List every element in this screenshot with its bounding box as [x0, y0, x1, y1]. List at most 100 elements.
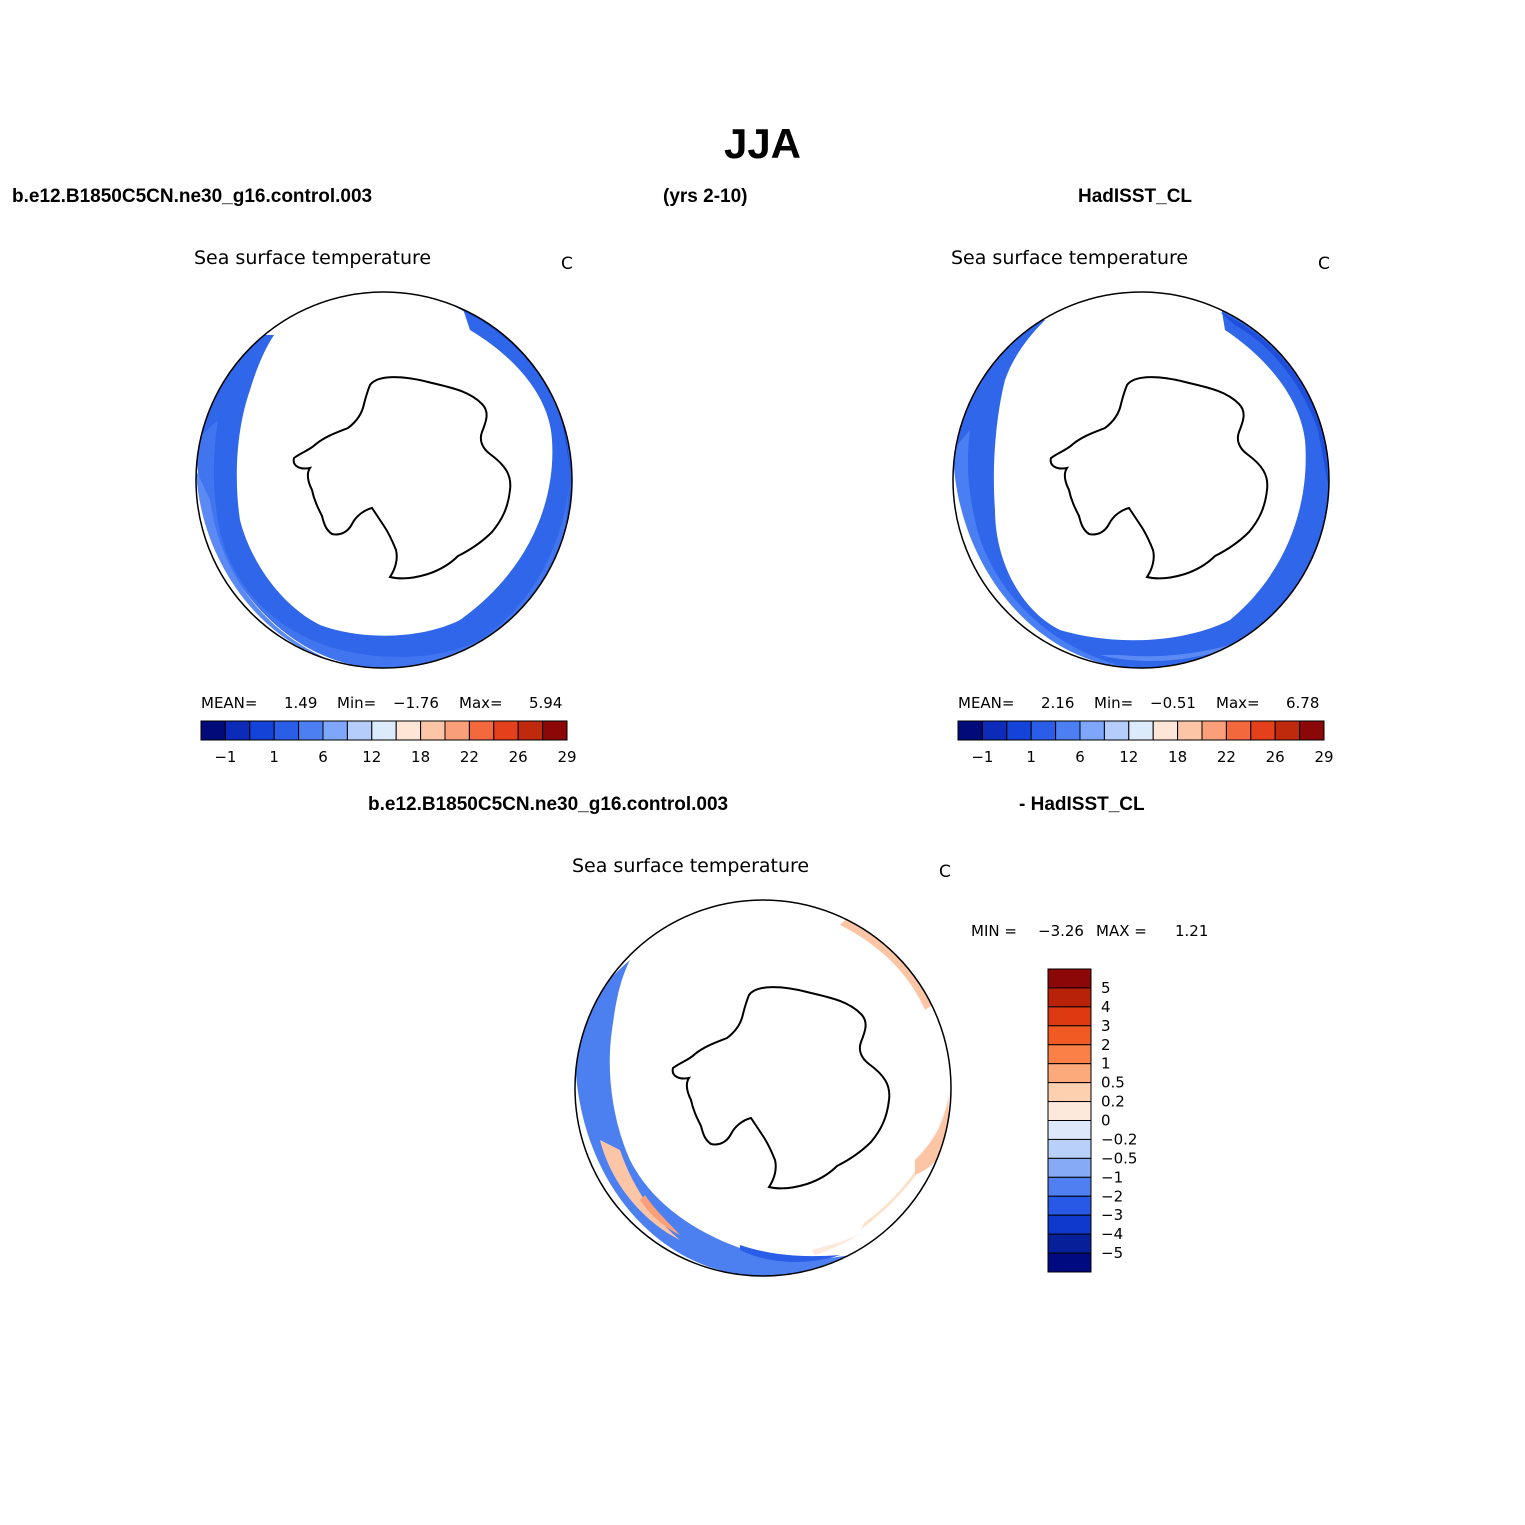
obs-colorbar-box	[1250, 720, 1276, 741]
model-colorbar-box	[249, 720, 275, 741]
model-colorbar-label: −1	[214, 748, 236, 766]
model-min-value: −1.76	[393, 694, 439, 712]
model-colorbar-box	[542, 720, 568, 741]
obs-colorbar-box	[1177, 720, 1203, 741]
obs-min-label: Min=	[1094, 694, 1134, 712]
diff-colorbar-label: 3	[1101, 1017, 1111, 1035]
diff-colorbar-label: 0.5	[1101, 1074, 1125, 1092]
model-colorbar-box	[395, 720, 422, 741]
diff-case-label: b.e12.B1850C5CN.ne30_g16.control.003	[368, 794, 729, 815]
obs-colorbar-box	[1079, 720, 1105, 741]
diff-panel-title: Sea surface temperature	[572, 855, 810, 877]
diff-colorbar-box	[1047, 1233, 1092, 1254]
obs-colorbar-box	[1103, 720, 1130, 741]
diff-colorbar-box	[1047, 987, 1092, 1008]
diff-colorbar-box	[1047, 1025, 1092, 1046]
model-sst-map	[195, 291, 573, 669]
model-colorbar-box	[420, 720, 446, 741]
obs-colorbar-label: 6	[1075, 748, 1085, 766]
obs-colorbar-box	[981, 720, 1008, 741]
model-colorbar-box	[298, 720, 324, 741]
model-colorbar-label: 22	[460, 748, 479, 766]
years-label: (yrs 2-10)	[663, 186, 748, 207]
obs-colorbar-box	[1128, 720, 1154, 741]
diff-colorbar-box	[1047, 1006, 1092, 1027]
obs-mean-value: 2.16	[1041, 694, 1075, 712]
diff-colorbar-box	[1047, 1252, 1092, 1273]
diff-colorbar-box	[1047, 1138, 1092, 1159]
obs-colorbar-box	[1055, 720, 1081, 741]
obs-colorbar-label: 1	[1026, 748, 1036, 766]
model-panel-units: C	[561, 254, 573, 274]
diff-max-value: 1.21	[1175, 922, 1209, 940]
obs-colorbar-label: 29	[1314, 748, 1333, 766]
diff-colorbar-label: −2	[1101, 1187, 1123, 1205]
model-colorbar-label: 18	[411, 748, 430, 766]
diff-colorbar-label: −3	[1101, 1206, 1123, 1224]
diff-colorbar-box	[1047, 1120, 1092, 1140]
diff-colorbar-label: 0	[1101, 1112, 1111, 1130]
model-mean-value: 1.49	[284, 694, 318, 712]
obs-colorbar-label: 18	[1168, 748, 1187, 766]
diff-obs-label: - HadISST_CL	[1019, 794, 1145, 815]
obs-panel-units: C	[1318, 254, 1330, 274]
diff-colorbar-label: 2	[1101, 1036, 1111, 1054]
obs-label: HadISST_CL	[1078, 186, 1193, 207]
model-colorbar-box	[493, 720, 519, 741]
obs-sst-map	[952, 291, 1330, 669]
model-mean-label: MEAN=	[201, 694, 258, 712]
diff-colorbar-label: −1	[1101, 1168, 1123, 1186]
diff-colorbar-label: −0.5	[1101, 1149, 1137, 1167]
diff-colorbar-box	[1047, 1063, 1092, 1084]
obs-colorbar-box	[1006, 720, 1032, 741]
obs-colorbar-label: 22	[1217, 748, 1236, 766]
diff-colorbar-label: −5	[1101, 1244, 1123, 1262]
diff-min-value: −3.26	[1038, 922, 1084, 940]
diff-colorbar-label: 5	[1101, 979, 1111, 997]
obs-colorbar-box	[1274, 720, 1301, 741]
model-colorbar-box	[468, 720, 495, 741]
diff-sst-map	[574, 899, 952, 1277]
diff-colorbar-label: 1	[1101, 1055, 1111, 1073]
diff-colorbar-label: 0.2	[1101, 1093, 1125, 1111]
model-colorbar-box	[346, 720, 373, 741]
diff-colorbar-label: −4	[1101, 1225, 1123, 1243]
figure-title: JJA	[723, 120, 802, 167]
obs-colorbar-box	[1152, 720, 1179, 741]
obs-colorbar-label: −1	[971, 748, 993, 766]
obs-max-value: 6.78	[1286, 694, 1320, 712]
model-colorbar-label: 26	[509, 748, 528, 766]
diff-panel-units: C	[939, 862, 951, 882]
model-colorbar-box	[444, 720, 470, 741]
diff-max-label: MAX =	[1096, 922, 1147, 940]
obs-colorbar-box	[1299, 720, 1325, 741]
obs-mean-label: MEAN=	[958, 694, 1015, 712]
obs-colorbar: −1 1 6 12 18 22 26 29	[957, 720, 1334, 766]
diff-colorbar-box	[1047, 1214, 1092, 1235]
model-colorbar: −1 1 6 12 18 22 26 29	[200, 720, 577, 766]
case-label: b.e12.B1850C5CN.ne30_g16.control.003	[12, 186, 373, 207]
model-colorbar-box	[322, 720, 348, 741]
model-max-value: 5.94	[529, 694, 563, 712]
model-colorbar-label: 12	[362, 748, 381, 766]
model-colorbar-box	[517, 720, 544, 741]
model-max-label: Max=	[459, 694, 503, 712]
model-colorbar-box	[273, 720, 300, 741]
model-colorbar-box	[371, 720, 397, 741]
diff-colorbar-label: 4	[1101, 998, 1111, 1016]
diff-colorbar-box	[1047, 1157, 1092, 1178]
diff-colorbar-box	[1047, 968, 1092, 989]
model-colorbar-box	[200, 720, 226, 741]
model-panel-title: Sea surface temperature	[194, 247, 432, 269]
obs-colorbar-box	[1201, 720, 1227, 741]
model-colorbar-label: 6	[318, 748, 328, 766]
diff-min-label: MIN =	[971, 922, 1017, 940]
obs-colorbar-label: 26	[1266, 748, 1285, 766]
diff-colorbar-box	[1047, 1082, 1092, 1103]
obs-panel-title: Sea surface temperature	[951, 247, 1189, 269]
obs-colorbar-box	[1225, 720, 1252, 741]
obs-max-label: Max=	[1216, 694, 1260, 712]
obs-colorbar-box	[957, 720, 983, 741]
